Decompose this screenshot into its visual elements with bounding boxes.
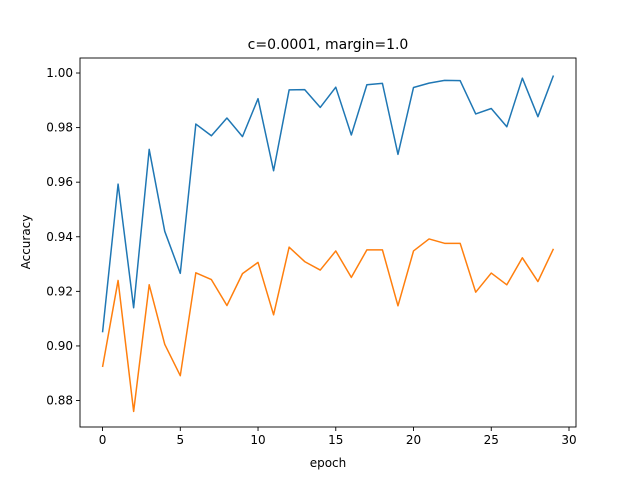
y-axis-label: Accuracy	[19, 215, 33, 270]
x-tick-label: 25	[484, 433, 499, 447]
x-tick-label: 0	[99, 433, 107, 447]
x-tick-label: 20	[406, 433, 421, 447]
x-tick-label: 5	[176, 433, 184, 447]
x-tick-label: 30	[561, 433, 576, 447]
plot-frame	[79, 57, 577, 428]
series-line-1	[101, 75, 555, 333]
y-tick-label: 0.88	[46, 394, 73, 408]
series-line-2	[101, 238, 555, 413]
y-axis-ticks: 0.88 0.90 0.92 0.94 0.96 0.98 1.00	[46, 66, 80, 408]
x-tick-label: 10	[250, 433, 265, 447]
y-tick-label: 0.90	[46, 339, 73, 353]
series-layer	[101, 75, 555, 413]
y-tick-label: 0.92	[46, 284, 73, 298]
y-tick-label: 0.98	[46, 121, 73, 135]
chart-title: c=0.0001, margin=1.0	[248, 37, 409, 53]
y-tick-label: 0.96	[46, 175, 73, 189]
y-tick-label: 0.94	[46, 230, 73, 244]
x-axis-label: epoch	[310, 456, 347, 470]
x-tick-label: 15	[328, 433, 343, 447]
y-tick-label: 1.00	[46, 66, 73, 80]
x-axis-ticks: 0 5 10 15 20 25 30	[99, 427, 577, 447]
